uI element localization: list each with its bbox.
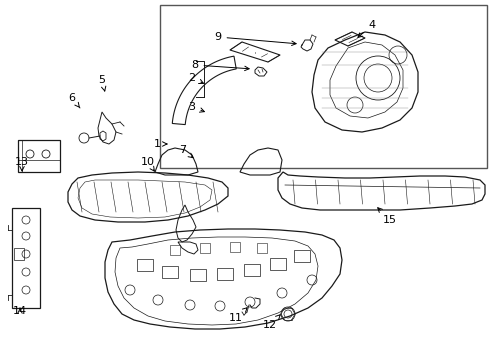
Text: 10: 10 bbox=[141, 157, 155, 171]
Text: 3: 3 bbox=[189, 102, 204, 112]
Text: 4: 4 bbox=[358, 20, 375, 37]
Bar bbox=[294, 250, 310, 262]
Bar bbox=[200, 243, 210, 253]
Bar bbox=[12, 208, 40, 308]
Bar bbox=[160, 5, 487, 168]
Text: 15: 15 bbox=[378, 208, 397, 225]
Text: 1: 1 bbox=[153, 139, 167, 149]
Text: 7: 7 bbox=[179, 145, 193, 158]
Bar bbox=[190, 269, 206, 281]
Text: 6: 6 bbox=[69, 93, 80, 108]
Text: 12: 12 bbox=[263, 315, 280, 330]
Bar bbox=[14, 248, 24, 260]
Text: 9: 9 bbox=[215, 32, 296, 45]
Bar bbox=[217, 268, 233, 280]
Text: 13: 13 bbox=[15, 157, 29, 171]
Text: 14: 14 bbox=[13, 306, 27, 316]
Text: 11: 11 bbox=[229, 308, 247, 323]
Text: 5: 5 bbox=[98, 75, 106, 91]
Bar bbox=[244, 264, 260, 276]
Bar bbox=[257, 243, 267, 253]
Bar bbox=[18, 140, 60, 172]
Bar bbox=[230, 242, 240, 252]
Bar bbox=[170, 245, 180, 255]
Bar bbox=[162, 266, 178, 278]
Bar bbox=[137, 259, 153, 271]
Text: 8: 8 bbox=[192, 60, 249, 71]
Bar bbox=[270, 258, 286, 270]
Text: 2: 2 bbox=[189, 73, 203, 84]
